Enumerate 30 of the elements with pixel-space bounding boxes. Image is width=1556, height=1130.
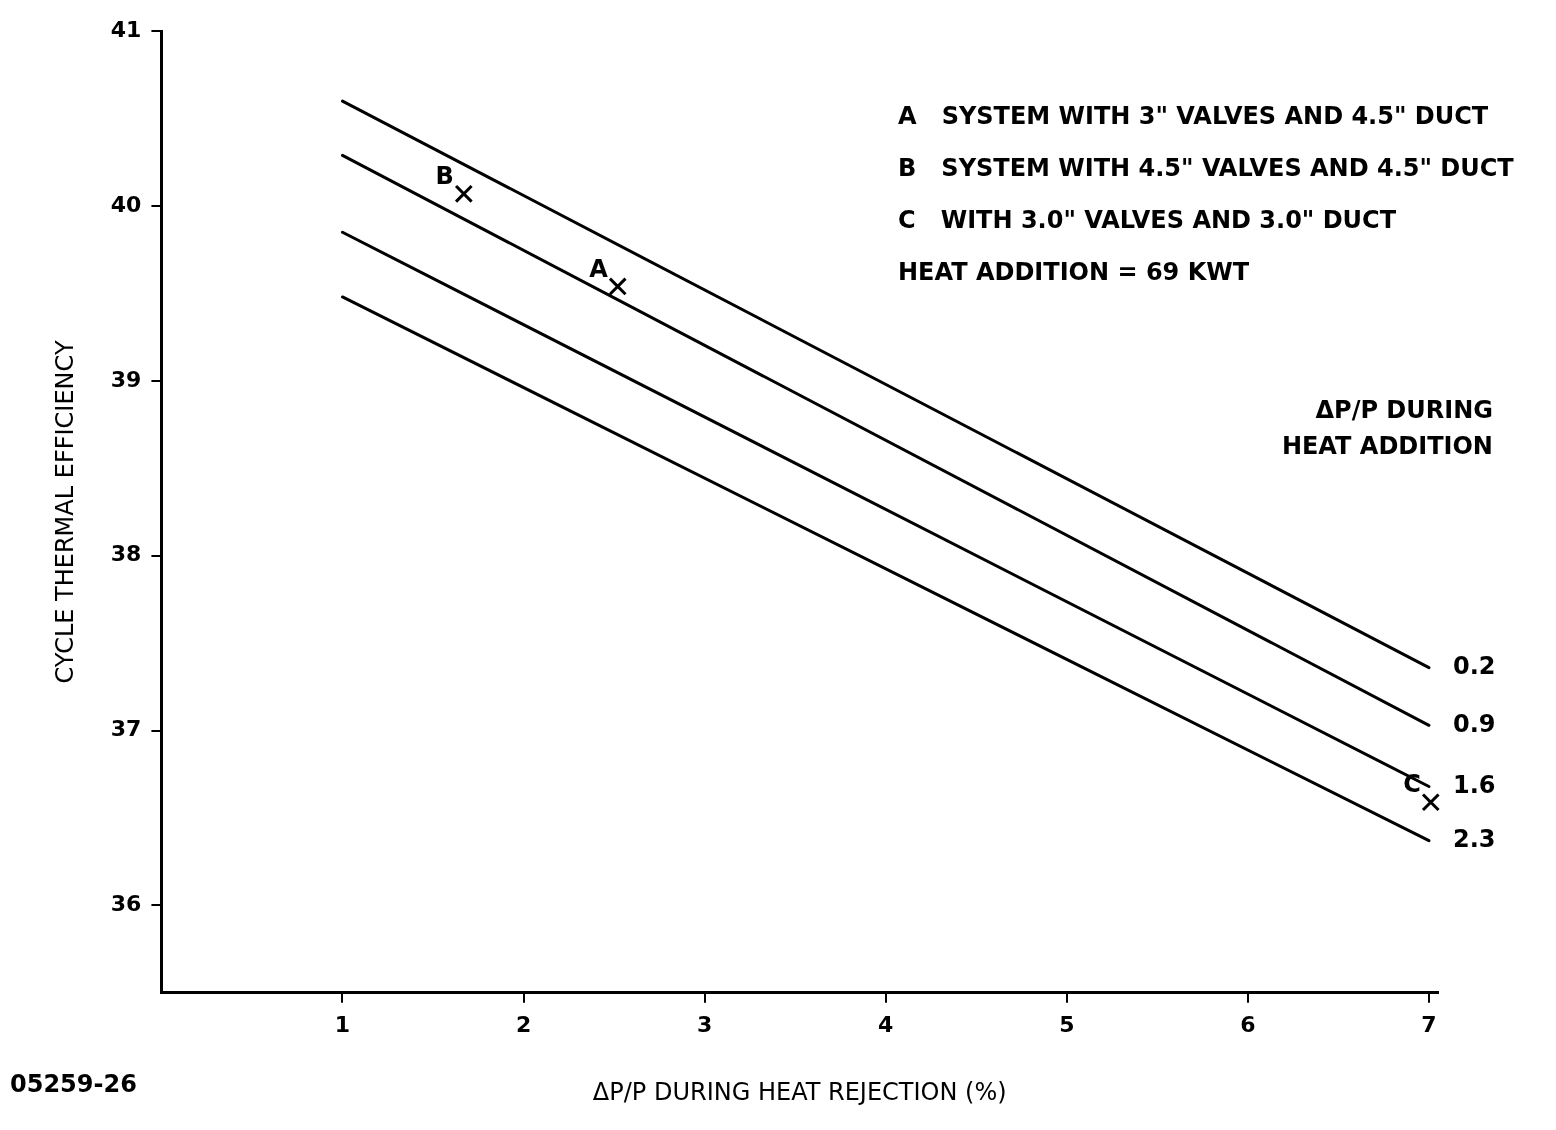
x-axis-title: ΔP/P DURING HEAT REJECTION (%) — [592, 1077, 1007, 1106]
x-tick-label: 7 — [1421, 1011, 1437, 1037]
y-axis-title: CYCLE THERMAL EFFICIENCY — [50, 340, 79, 684]
series-label: 2.3 — [1452, 824, 1496, 853]
annotation: C WITH 3.0" VALVES AND 3.0" DUCT — [898, 206, 1397, 235]
x-tick-label: 5 — [1059, 1011, 1075, 1037]
point — [608, 277, 628, 296]
y-tick-label: 37 — [110, 716, 142, 742]
x-tick-label: 4 — [878, 1011, 894, 1037]
y-tick-label: 41 — [110, 16, 142, 42]
series-label: 0.9 — [1452, 709, 1496, 738]
point — [454, 184, 474, 204]
x-tick-label: 1 — [334, 1011, 351, 1037]
annotation: A SYSTEM WITH 3" VALVES AND 4.5" DUCT — [898, 102, 1489, 131]
x-tick-label: 3 — [696, 1011, 713, 1037]
annotation: B — [435, 162, 454, 191]
annotation: B SYSTEM WITH 4.5" VALVES AND 4.5" DUCT — [898, 154, 1515, 183]
y-tick-label: 40 — [110, 191, 142, 217]
annotation: A — [589, 254, 609, 283]
y-tick-label: 38 — [110, 541, 142, 567]
series-label: 0.2 — [1452, 651, 1496, 680]
x-tick-label: 6 — [1240, 1011, 1256, 1037]
x-tick-label: 2 — [515, 1011, 532, 1037]
series-label: 1.6 — [1452, 770, 1496, 799]
legend-title: ΔP/P DURING HEAT ADDITION — [1281, 395, 1493, 460]
annotation: HEAT ADDITION = 69 KWT — [898, 258, 1250, 287]
y-tick-label: 36 — [110, 891, 142, 917]
point — [1421, 792, 1441, 812]
y-tick-label: 39 — [110, 366, 142, 392]
text: 05259-26 — [10, 1070, 137, 1099]
